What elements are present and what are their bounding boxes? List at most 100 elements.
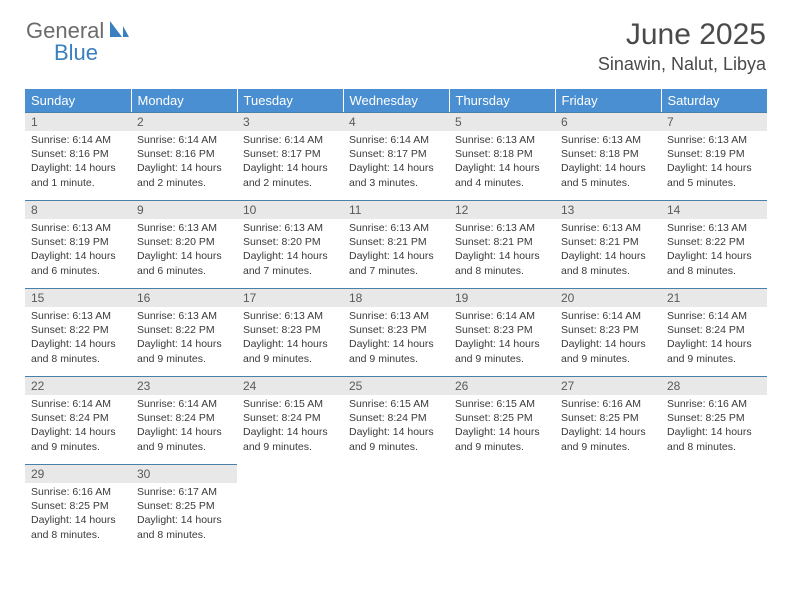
day-number: 28 [661,376,767,395]
day-details: Sunrise: 6:15 AMSunset: 8:24 PMDaylight:… [343,395,449,458]
logo: General Blue [26,18,132,44]
day-details: Sunrise: 6:13 AMSunset: 8:21 PMDaylight:… [343,219,449,282]
day-details: Sunrise: 6:13 AMSunset: 8:20 PMDaylight:… [237,219,343,282]
day-details: Sunrise: 6:13 AMSunset: 8:20 PMDaylight:… [131,219,237,282]
day-details: Sunrise: 6:13 AMSunset: 8:21 PMDaylight:… [449,219,555,282]
logo-sail-icon [108,19,130,44]
day-number: 22 [25,376,131,395]
calendar-day-cell: 3Sunrise: 6:14 AMSunset: 8:17 PMDaylight… [237,112,343,200]
day-number: 7 [661,112,767,131]
calendar-day-cell: 20Sunrise: 6:14 AMSunset: 8:23 PMDayligh… [555,288,661,376]
day-number: 30 [131,464,237,483]
day-details: Sunrise: 6:16 AMSunset: 8:25 PMDaylight:… [661,395,767,458]
calendar-day-cell: 13Sunrise: 6:13 AMSunset: 8:21 PMDayligh… [555,200,661,288]
day-number: 24 [237,376,343,395]
day-number: 23 [131,376,237,395]
day-details: Sunrise: 6:14 AMSunset: 8:17 PMDaylight:… [237,131,343,194]
calendar-day-cell: 28Sunrise: 6:16 AMSunset: 8:25 PMDayligh… [661,376,767,464]
calendar-day-cell: 24Sunrise: 6:15 AMSunset: 8:24 PMDayligh… [237,376,343,464]
day-details: Sunrise: 6:14 AMSunset: 8:24 PMDaylight:… [25,395,131,458]
day-number: 29 [25,464,131,483]
day-number: 2 [131,112,237,131]
day-number: 27 [555,376,661,395]
calendar-day-cell [343,464,449,552]
calendar-day-cell: 5Sunrise: 6:13 AMSunset: 8:18 PMDaylight… [449,112,555,200]
day-details: Sunrise: 6:14 AMSunset: 8:23 PMDaylight:… [555,307,661,370]
day-number: 16 [131,288,237,307]
day-number: 18 [343,288,449,307]
day-details: Sunrise: 6:13 AMSunset: 8:22 PMDaylight:… [131,307,237,370]
calendar-day-cell: 26Sunrise: 6:15 AMSunset: 8:25 PMDayligh… [449,376,555,464]
day-number: 1 [25,112,131,131]
day-number: 19 [449,288,555,307]
day-details: Sunrise: 6:13 AMSunset: 8:19 PMDaylight:… [661,131,767,194]
day-number: 6 [555,112,661,131]
weekday-header: Monday [131,89,237,112]
calendar-day-cell: 9Sunrise: 6:13 AMSunset: 8:20 PMDaylight… [131,200,237,288]
day-details: Sunrise: 6:13 AMSunset: 8:19 PMDaylight:… [25,219,131,282]
day-details: Sunrise: 6:13 AMSunset: 8:18 PMDaylight:… [555,131,661,194]
calendar-day-cell: 17Sunrise: 6:13 AMSunset: 8:23 PMDayligh… [237,288,343,376]
calendar-table: Sunday Monday Tuesday Wednesday Thursday… [25,89,767,552]
day-details: Sunrise: 6:14 AMSunset: 8:16 PMDaylight:… [131,131,237,194]
day-details: Sunrise: 6:13 AMSunset: 8:23 PMDaylight:… [237,307,343,370]
day-number: 26 [449,376,555,395]
calendar-day-cell: 18Sunrise: 6:13 AMSunset: 8:23 PMDayligh… [343,288,449,376]
calendar-day-cell: 11Sunrise: 6:13 AMSunset: 8:21 PMDayligh… [343,200,449,288]
calendar-day-cell: 10Sunrise: 6:13 AMSunset: 8:20 PMDayligh… [237,200,343,288]
calendar-day-cell: 8Sunrise: 6:13 AMSunset: 8:19 PMDaylight… [25,200,131,288]
month-title: June 2025 [598,18,766,52]
day-details: Sunrise: 6:13 AMSunset: 8:22 PMDaylight:… [25,307,131,370]
weekday-header: Friday [555,89,661,112]
day-number: 5 [449,112,555,131]
day-details: Sunrise: 6:13 AMSunset: 8:22 PMDaylight:… [661,219,767,282]
day-details: Sunrise: 6:15 AMSunset: 8:25 PMDaylight:… [449,395,555,458]
logo-text-blue: Blue [54,40,98,66]
day-number: 14 [661,200,767,219]
day-number: 25 [343,376,449,395]
day-details: Sunrise: 6:14 AMSunset: 8:24 PMDaylight:… [131,395,237,458]
calendar-week-row: 22Sunrise: 6:14 AMSunset: 8:24 PMDayligh… [25,376,767,464]
calendar-week-row: 1Sunrise: 6:14 AMSunset: 8:16 PMDaylight… [25,112,767,200]
day-number: 3 [237,112,343,131]
day-details: Sunrise: 6:16 AMSunset: 8:25 PMDaylight:… [25,483,131,546]
calendar-day-cell: 30Sunrise: 6:17 AMSunset: 8:25 PMDayligh… [131,464,237,552]
calendar-day-cell: 2Sunrise: 6:14 AMSunset: 8:16 PMDaylight… [131,112,237,200]
calendar-week-row: 8Sunrise: 6:13 AMSunset: 8:19 PMDaylight… [25,200,767,288]
calendar-day-cell: 23Sunrise: 6:14 AMSunset: 8:24 PMDayligh… [131,376,237,464]
day-details: Sunrise: 6:14 AMSunset: 8:24 PMDaylight:… [661,307,767,370]
day-details: Sunrise: 6:14 AMSunset: 8:16 PMDaylight:… [25,131,131,194]
calendar-week-row: 29Sunrise: 6:16 AMSunset: 8:25 PMDayligh… [25,464,767,552]
day-details: Sunrise: 6:13 AMSunset: 8:21 PMDaylight:… [555,219,661,282]
day-number: 8 [25,200,131,219]
calendar-day-cell: 22Sunrise: 6:14 AMSunset: 8:24 PMDayligh… [25,376,131,464]
calendar-day-cell: 15Sunrise: 6:13 AMSunset: 8:22 PMDayligh… [25,288,131,376]
calendar-day-cell: 19Sunrise: 6:14 AMSunset: 8:23 PMDayligh… [449,288,555,376]
calendar-day-cell [661,464,767,552]
day-details: Sunrise: 6:13 AMSunset: 8:18 PMDaylight:… [449,131,555,194]
day-number: 13 [555,200,661,219]
day-number: 10 [237,200,343,219]
calendar-day-cell: 16Sunrise: 6:13 AMSunset: 8:22 PMDayligh… [131,288,237,376]
day-details: Sunrise: 6:16 AMSunset: 8:25 PMDaylight:… [555,395,661,458]
calendar-day-cell [449,464,555,552]
weekday-header: Tuesday [237,89,343,112]
calendar-day-cell: 21Sunrise: 6:14 AMSunset: 8:24 PMDayligh… [661,288,767,376]
calendar-day-cell [237,464,343,552]
weekday-header: Wednesday [343,89,449,112]
page-header: General Blue June 2025 Sinawin, Nalut, L… [0,0,792,83]
day-number: 9 [131,200,237,219]
calendar-day-cell: 7Sunrise: 6:13 AMSunset: 8:19 PMDaylight… [661,112,767,200]
day-number: 12 [449,200,555,219]
calendar-day-cell: 27Sunrise: 6:16 AMSunset: 8:25 PMDayligh… [555,376,661,464]
weekday-header: Thursday [449,89,555,112]
weekday-header-row: Sunday Monday Tuesday Wednesday Thursday… [25,89,767,112]
title-block: June 2025 Sinawin, Nalut, Libya [598,18,766,75]
calendar-day-cell: 4Sunrise: 6:14 AMSunset: 8:17 PMDaylight… [343,112,449,200]
calendar-day-cell: 1Sunrise: 6:14 AMSunset: 8:16 PMDaylight… [25,112,131,200]
day-number: 4 [343,112,449,131]
day-number: 21 [661,288,767,307]
day-number: 11 [343,200,449,219]
calendar-day-cell: 12Sunrise: 6:13 AMSunset: 8:21 PMDayligh… [449,200,555,288]
calendar-day-cell: 6Sunrise: 6:13 AMSunset: 8:18 PMDaylight… [555,112,661,200]
